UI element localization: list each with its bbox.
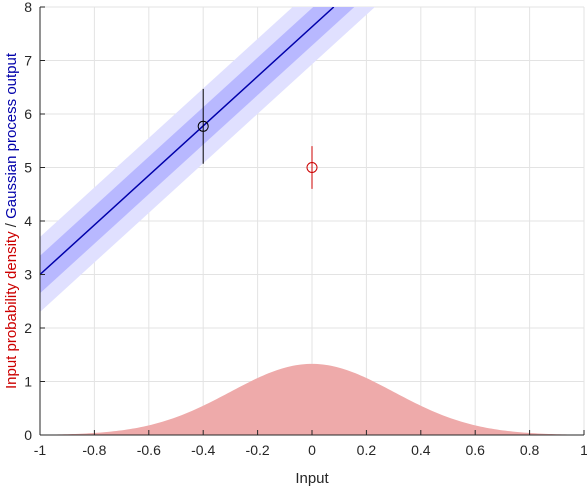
x-axis-label: Input	[295, 470, 329, 487]
x-tick-label-10: 1	[580, 442, 587, 458]
y-tick-label-8: 8	[24, 0, 32, 15]
y-axis-label-part-0: Input probability density	[3, 231, 20, 389]
y-axis-label-part-1: /	[3, 219, 20, 232]
y-tick-label-6: 6	[24, 106, 32, 122]
y-tick-labels: 0 1 2 3 4 5 6 7 8	[24, 0, 32, 443]
y-tick-label-2: 2	[24, 320, 32, 336]
x-tick-label-2: -0.6	[137, 442, 161, 458]
x-tick-label-5: 0	[308, 442, 316, 458]
data-point-1	[306, 162, 318, 173]
input-density-area	[40, 363, 584, 435]
gp-bands	[40, 7, 375, 312]
y-tick-label-4: 4	[24, 213, 32, 229]
axes	[39, 6, 585, 436]
data-point-0	[197, 120, 209, 132]
y-tick-label-3: 3	[24, 267, 32, 283]
x-tick-label-1: -0.8	[82, 442, 106, 458]
density-area	[40, 363, 584, 435]
x-tick-labels: -1 -0.8 -0.6 -0.4 -0.2 0 0.2 0.4 0.6 0.8 1	[34, 442, 587, 458]
x-tick-label-8: 0.6	[465, 442, 485, 458]
x-tick-label-7: 0.4	[411, 442, 431, 458]
data-points	[197, 88, 318, 189]
y-tick-label-5: 5	[24, 160, 32, 176]
x-tick-label-6: 0.2	[357, 442, 377, 458]
y-tick-label-7: 7	[24, 53, 32, 69]
y-axis-label: Input probability density / Gaussian pro…	[3, 52, 20, 389]
y-axis-label-part-2: Gaussian process output	[3, 52, 20, 219]
y-tick-label-1: 1	[24, 374, 32, 390]
x-tick-label-4: -0.2	[246, 442, 270, 458]
y-tick-label-0: 0	[24, 427, 32, 443]
gp-band-inner	[40, 7, 355, 294]
gp-band-outer	[40, 7, 375, 312]
gp-mean-line	[40, 7, 335, 276]
x-tick-label-9: 0.8	[520, 442, 540, 458]
x-tick-label-0: -1	[34, 442, 47, 458]
mean-line	[40, 7, 335, 276]
x-tick-label-3: -0.4	[191, 442, 215, 458]
